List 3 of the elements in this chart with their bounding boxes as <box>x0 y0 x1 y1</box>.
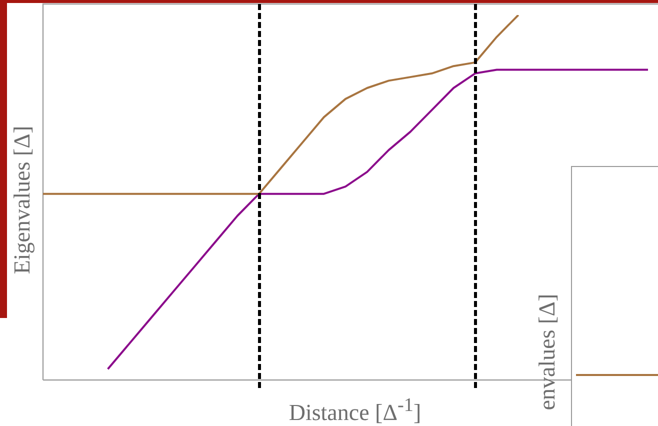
text: envalues [Δ] <box>534 294 560 410</box>
y-axis-title: Eigenvalues [Δ] <box>10 126 34 274</box>
x-axis-title: Distance [Δ$^{-1}$] <box>288 395 422 425</box>
